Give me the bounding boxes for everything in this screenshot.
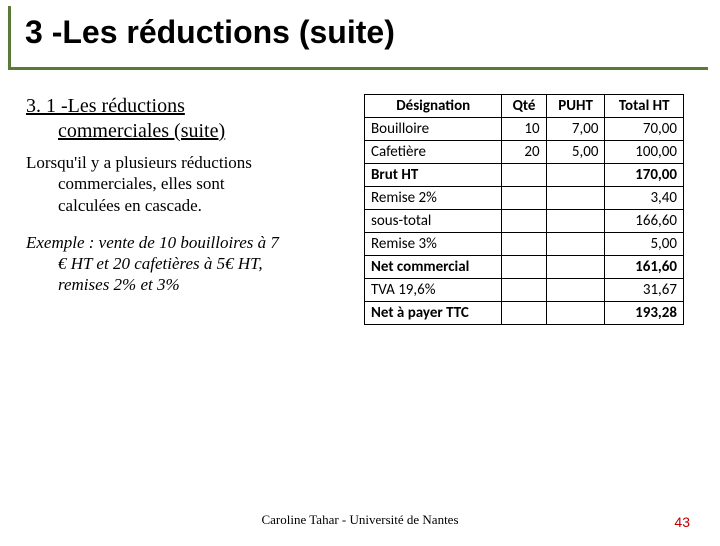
example-line: € HT et 20 cafetières à 5€ HT, — [58, 253, 336, 274]
page-title: 3 -Les réductions (suite) — [25, 14, 708, 51]
body-line: commerciales, elles sont — [58, 173, 336, 194]
footer-text: Caroline Tahar - Université de Nantes — [0, 512, 720, 528]
table-row: Net à payer TTC 193,28 — [365, 302, 684, 325]
subheading: 3. 1 -Les réductions commerciales (suite… — [26, 94, 336, 144]
table-row: TVA 19,6% 31,67 — [365, 279, 684, 302]
table-cell — [502, 302, 546, 325]
page-number: 43 — [674, 514, 690, 530]
table-cell: 10 — [502, 118, 546, 141]
subheading-line: 3. 1 -Les réductions — [26, 95, 185, 117]
table-body: Bouilloire107,0070,00Cafetière205,00100,… — [365, 118, 684, 325]
table-cell — [502, 279, 546, 302]
table-cell: 3,40 — [605, 187, 684, 210]
table-cell — [546, 302, 605, 325]
example-line: remises 2% et 3% — [58, 274, 336, 295]
table-cell: 100,00 — [605, 141, 684, 164]
table-row: sous-total 166,60 — [365, 210, 684, 233]
table-cell — [502, 187, 546, 210]
table-cell — [546, 233, 605, 256]
table-cell: 166,60 — [605, 210, 684, 233]
table-cell: 31,67 — [605, 279, 684, 302]
title-bar: 3 -Les réductions (suite) — [8, 6, 708, 70]
table-cell: Bouilloire — [365, 118, 502, 141]
table-cell — [546, 164, 605, 187]
table-cell: Net commercial — [365, 256, 502, 279]
body-line: Lorsqu'il y a plusieurs réductions — [26, 153, 252, 172]
table-cell — [502, 164, 546, 187]
table-header-row: Désignation Qté PUHT Total HT — [365, 95, 684, 118]
table-cell: 5,00 — [605, 233, 684, 256]
table-row: Remise 3% 5,00 — [365, 233, 684, 256]
table-cell: Remise 2% — [365, 187, 502, 210]
content-area: 3. 1 -Les réductions commerciales (suite… — [0, 70, 720, 325]
table-header: PUHT — [546, 95, 605, 118]
table-header: Total HT — [605, 95, 684, 118]
table-cell — [502, 256, 546, 279]
table-cell — [546, 256, 605, 279]
table-row: Bouilloire107,0070,00 — [365, 118, 684, 141]
table-cell: Cafetière — [365, 141, 502, 164]
table-cell — [502, 233, 546, 256]
table-header: Désignation — [365, 95, 502, 118]
table-cell: sous-total — [365, 210, 502, 233]
table-header: Qté — [502, 95, 546, 118]
table-row: Brut HT 170,00 — [365, 164, 684, 187]
table-cell — [546, 187, 605, 210]
table-cell: 5,00 — [546, 141, 605, 164]
example-line: Exemple : vente de 10 bouilloires à 7 — [26, 233, 279, 252]
table-row: Net commercial 161,60 — [365, 256, 684, 279]
text-column: 3. 1 -Les réductions commerciales (suite… — [26, 94, 336, 325]
table-row: Cafetière205,00100,00 — [365, 141, 684, 164]
table-cell: Net à payer TTC — [365, 302, 502, 325]
table-cell: 20 — [502, 141, 546, 164]
subheading-line: commerciales (suite) — [58, 119, 336, 144]
table-cell: 161,60 — [605, 256, 684, 279]
table-column: Désignation Qté PUHT Total HT Bouilloire… — [364, 94, 684, 325]
table-cell — [546, 279, 605, 302]
table-cell: Brut HT — [365, 164, 502, 187]
table-cell: 170,00 — [605, 164, 684, 187]
body-paragraph: Lorsqu'il y a plusieurs réductions comme… — [26, 152, 336, 216]
table-cell — [546, 210, 605, 233]
table-row: Remise 2% 3,40 — [365, 187, 684, 210]
table-cell: 70,00 — [605, 118, 684, 141]
table-cell: TVA 19,6% — [365, 279, 502, 302]
body-line: calculées en cascade. — [58, 195, 336, 216]
table-cell: 7,00 — [546, 118, 605, 141]
example-paragraph: Exemple : vente de 10 bouilloires à 7 € … — [26, 232, 336, 296]
calculation-table: Désignation Qté PUHT Total HT Bouilloire… — [364, 94, 684, 325]
table-cell: 193,28 — [605, 302, 684, 325]
table-cell: Remise 3% — [365, 233, 502, 256]
table-cell — [502, 210, 546, 233]
